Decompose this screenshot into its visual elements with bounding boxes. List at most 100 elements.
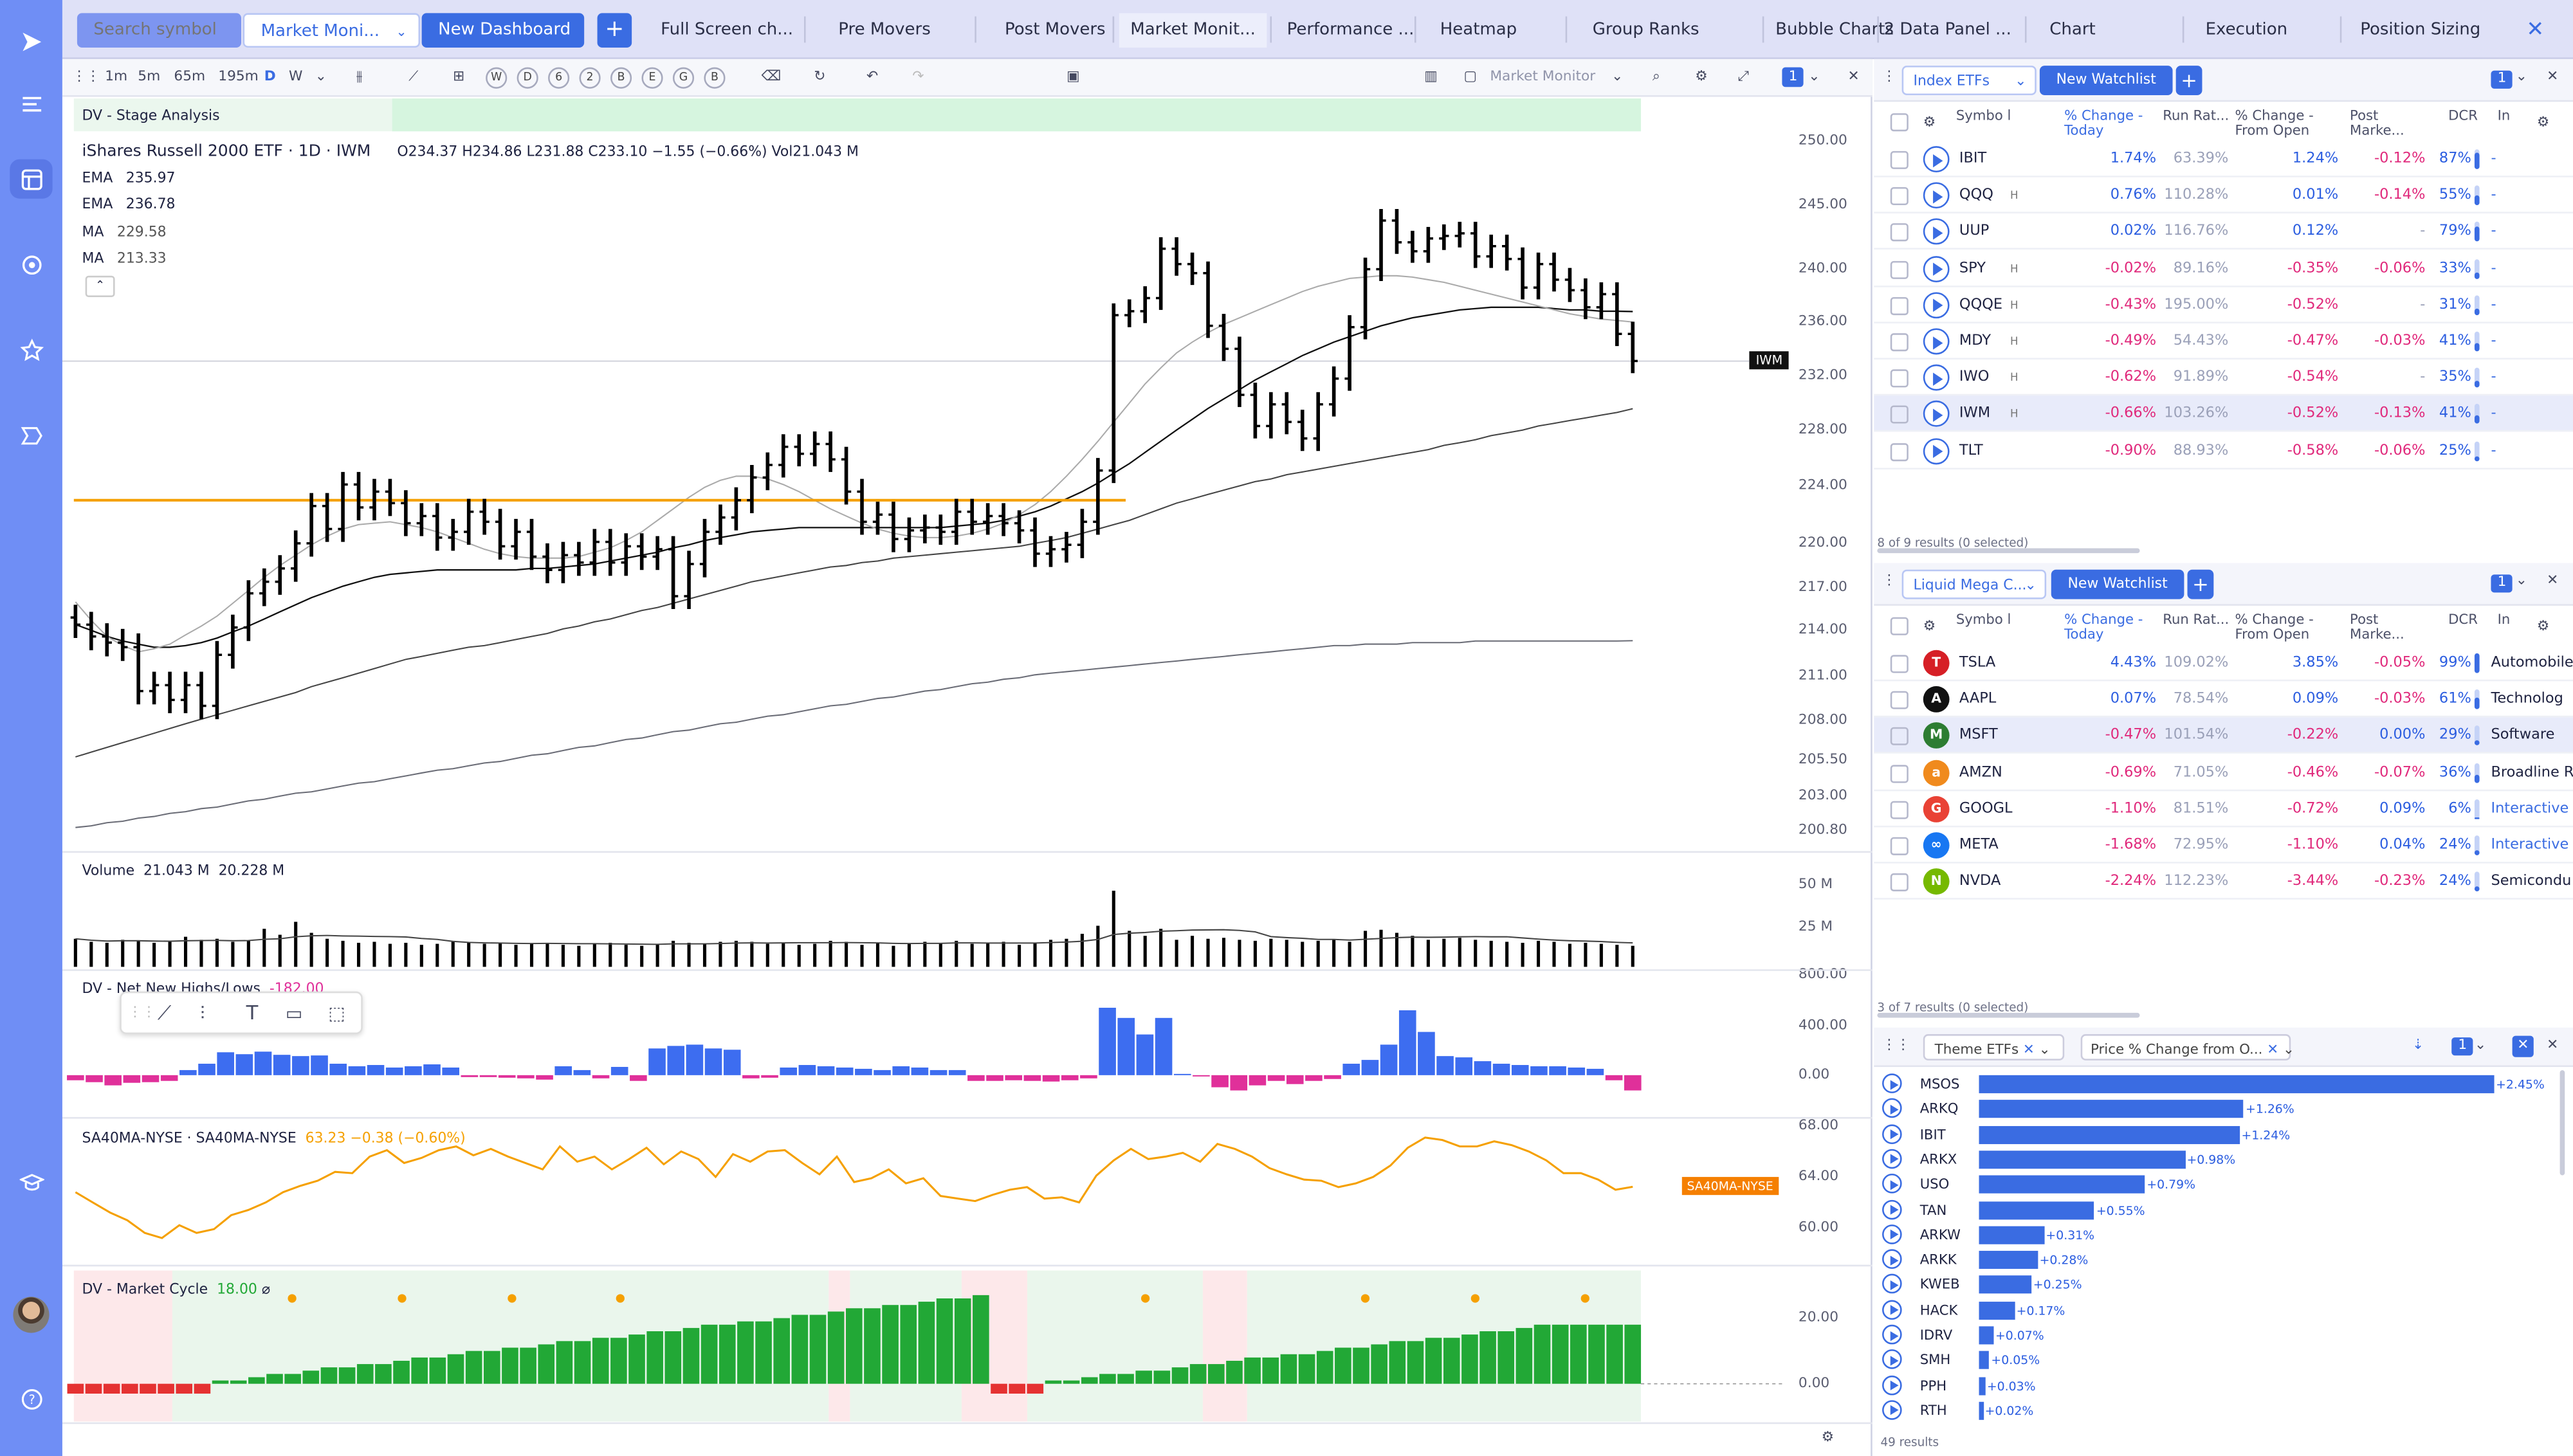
close-icon[interactable]: ✕ <box>2547 572 2559 590</box>
trend-line-icon[interactable]: ⟋ <box>157 1001 172 1024</box>
close-icon[interactable]: ✕ <box>2526 18 2545 43</box>
settings-icon[interactable]: ⚙ <box>1821 1430 1835 1446</box>
tab-3[interactable]: Market Monit... <box>1119 13 1267 48</box>
theme-bar[interactable] <box>1979 1276 2032 1295</box>
quick-indicator-1[interactable]: D <box>517 67 538 89</box>
layout-count[interactable]: 1 <box>1782 67 1804 87</box>
new-watchlist-button[interactable]: New Watchlist <box>2039 66 2173 96</box>
symbol[interactable]: NVDA <box>1959 873 2001 890</box>
gear-icon[interactable]: ⚙ <box>1923 619 1936 635</box>
table-row[interactable]: QQQE H -0.43% 195.00% -0.52% -31% - <box>1874 287 2573 323</box>
play-icon[interactable] <box>1882 1073 1902 1093</box>
star-icon[interactable] <box>10 330 52 369</box>
theme-symbol[interactable]: TAN <box>1919 1201 1947 1217</box>
dashboard-select[interactable]: Market Moni... ⌄ <box>243 13 421 48</box>
interval-5m[interactable]: 5m <box>138 69 161 86</box>
column-header[interactable]: Post Marke... <box>2350 610 2404 642</box>
play-icon[interactable] <box>1923 437 1950 464</box>
quick-indicator-7[interactable]: B <box>704 67 726 89</box>
new-dashboard-button[interactable]: New Dashboard <box>421 13 585 48</box>
table-row[interactable]: UUP 0.02% 116.76% 0.12% -79% - <box>1874 214 2573 250</box>
play-icon[interactable] <box>1882 1098 1902 1118</box>
play-icon[interactable] <box>1923 146 1950 173</box>
play-icon[interactable] <box>1923 291 1950 318</box>
row-checkbox[interactable] <box>1890 442 1909 461</box>
panel-count[interactable]: 1 <box>2491 70 2513 89</box>
theme-bar[interactable] <box>1979 1351 1990 1370</box>
tab-8[interactable]: 2 Data Panel ... <box>1883 21 2011 40</box>
theme-bar[interactable] <box>1979 1301 2015 1320</box>
play-icon[interactable] <box>1923 328 1950 355</box>
row-checkbox[interactable] <box>1890 691 1909 710</box>
gear-icon[interactable]: ⚙ <box>1695 69 1708 86</box>
column-header[interactable]: % Change - From Open <box>2235 610 2314 642</box>
play-icon[interactable] <box>1923 255 1950 282</box>
symbol[interactable]: TSLA <box>1959 655 1996 671</box>
quick-indicator-0[interactable]: W <box>486 67 508 89</box>
theme-symbol[interactable]: HACK <box>1919 1301 1958 1318</box>
theme-symbol[interactable]: IDRV <box>1919 1326 1953 1343</box>
theme-symbol[interactable]: SMH <box>1919 1351 1951 1368</box>
interval-1m[interactable]: 1m <box>105 69 128 86</box>
tab-2[interactable]: Post Movers <box>1005 21 1106 40</box>
interval-195m[interactable]: 195m <box>218 69 259 86</box>
column-header[interactable]: Run Rat... <box>2163 610 2230 628</box>
search-input[interactable] <box>77 13 242 48</box>
chevron-down-icon[interactable]: ⌄ <box>1808 69 1820 86</box>
horizontal-scrollbar[interactable] <box>1877 1012 2140 1018</box>
chevron-down-icon[interactable]: ⌄ <box>1611 69 1624 86</box>
theme-symbol[interactable]: ARKK <box>1919 1251 1957 1268</box>
interval-65m[interactable]: 65m <box>174 69 206 86</box>
add-watchlist-button[interactable]: + <box>2175 66 2202 96</box>
play-icon[interactable] <box>1882 1399 1902 1420</box>
column-header[interactable]: Post Marke... <box>2350 106 2404 138</box>
theme-bar[interactable] <box>1979 1201 2095 1219</box>
theme-bar[interactable] <box>1979 1401 1984 1420</box>
theme-symbol[interactable]: USO <box>1919 1176 1950 1192</box>
symbol[interactable]: QQQE <box>1959 296 2003 313</box>
tab-6[interactable]: Group Ranks <box>1592 21 1699 40</box>
gear-icon[interactable]: ⚙ <box>1923 114 1936 132</box>
theme-bar[interactable] <box>1979 1150 2185 1169</box>
tab-7[interactable]: Bubble Charts <box>1775 21 1894 40</box>
play-icon[interactable] <box>1882 1274 1902 1295</box>
theme-bar[interactable] <box>1979 1100 2244 1118</box>
select-all-checkbox[interactable] <box>1890 113 1909 132</box>
table-row[interactable]: a AMZN -0.69% 71.05% -0.46% -0.07% 36% Broadlin… <box>1874 754 2573 791</box>
tab-10[interactable]: Execution <box>2205 21 2288 40</box>
new-watchlist-button[interactable]: New Watchlist <box>2051 569 2184 599</box>
row-checkbox[interactable] <box>1890 837 1909 855</box>
theme-symbol[interactable]: ARKQ <box>1919 1100 1959 1117</box>
play-icon[interactable] <box>1923 219 1950 246</box>
interval-D[interactable]: D <box>264 69 276 86</box>
settings-icon[interactable]: ⚙ <box>2536 619 2550 635</box>
theme-bar[interactable] <box>1979 1075 2495 1093</box>
row-checkbox[interactable] <box>1890 187 1909 206</box>
add-watchlist-button[interactable]: + <box>2187 569 2214 599</box>
row-checkbox[interactable] <box>1890 655 1909 673</box>
theme-bar[interactable] <box>1979 1251 2038 1269</box>
table-row[interactable]: G GOOGL -1.10% 81.51% -0.72% 0.09% 6% Interacti… <box>1874 791 2573 827</box>
drag-handle-icon[interactable]: ⋮⋮ <box>127 1005 156 1021</box>
play-icon[interactable] <box>1923 401 1950 428</box>
folder-icon[interactable]: ▢ <box>1463 69 1477 86</box>
alert-icon[interactable]: ⌕ <box>1652 69 1661 86</box>
play-icon[interactable] <box>1882 1374 1902 1395</box>
table-row[interactable]: N NVDA -2.24% 112.23% -3.44% -0.23% 24% Semicon… <box>1874 864 2573 900</box>
layout-name[interactable]: Market Monitor <box>1490 69 1596 86</box>
tab-4[interactable]: Performance ... <box>1286 21 1415 40</box>
rectangle-icon[interactable]: ⬚ <box>328 1003 345 1024</box>
avatar[interactable] <box>13 1297 50 1333</box>
theme-bar[interactable] <box>1979 1125 2240 1144</box>
chevron-down-icon[interactable]: ⌄ <box>2515 572 2527 590</box>
column-header[interactable]: % Change - From Open <box>2235 106 2314 138</box>
symbol[interactable]: TLT <box>1959 442 1983 459</box>
quick-indicator-4[interactable]: B <box>610 67 632 89</box>
quick-indicator-2[interactable]: 6 <box>548 67 570 89</box>
chevron-down-icon[interactable]: ⌄ <box>315 69 327 86</box>
table-row[interactable]: IWM H -0.66% 103.26% -0.52% -0.13% 41% - <box>1874 396 2573 433</box>
indicator-legend-2[interactable]: MA 229.58 <box>82 224 167 241</box>
panel-count[interactable]: 1 <box>2451 1037 2474 1056</box>
row-checkbox[interactable] <box>1890 150 1909 169</box>
price-chart-svg[interactable] <box>62 59 1873 1456</box>
